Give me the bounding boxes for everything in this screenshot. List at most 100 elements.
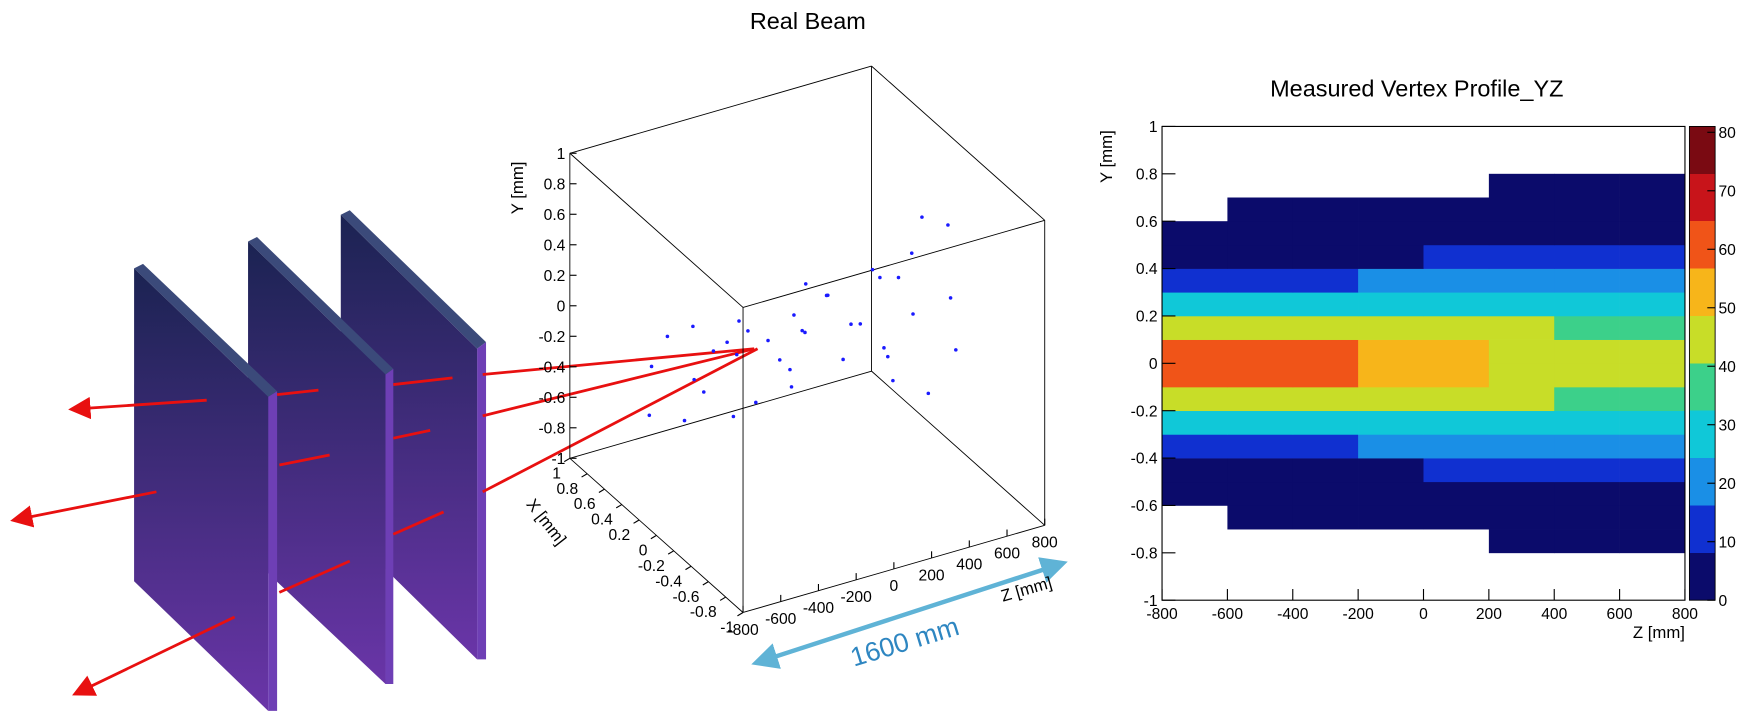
- z-tick-label: 600: [994, 546, 1020, 563]
- y-tick-label: 0: [557, 298, 566, 315]
- x-tick-label: 600: [1607, 606, 1633, 623]
- tracks: [10, 347, 759, 696]
- x-tick-label: 0.2: [608, 527, 630, 544]
- heat-cell: [1619, 339, 1686, 364]
- y-tick-label: 0.4: [544, 237, 566, 254]
- colorbar-tick-label: 20: [1718, 476, 1736, 493]
- point: [737, 319, 741, 323]
- heat-cell: [1619, 173, 1686, 198]
- heat-cell: [1423, 221, 1490, 246]
- z-tick-label: 200: [919, 567, 945, 584]
- x-tick-label: -0.4: [655, 573, 682, 590]
- heat-cell: [1619, 458, 1686, 483]
- point: [788, 367, 792, 372]
- x-tick: [702, 581, 709, 586]
- heat-cell: [1358, 363, 1424, 388]
- heat-cell: [1292, 292, 1359, 317]
- heat-cell: [1358, 197, 1424, 222]
- heat-cell: [1358, 244, 1424, 269]
- y-axis-title: Y [mm]: [1097, 130, 1116, 183]
- heat-cell: [1227, 315, 1294, 340]
- box-edge: [742, 219, 1045, 308]
- box-edge: [569, 152, 744, 308]
- heat-cell: [1423, 292, 1490, 317]
- heat-cell: [1358, 339, 1424, 364]
- x-tick-label: -1: [720, 620, 734, 637]
- y-tick-label: -0.8: [1131, 545, 1158, 562]
- point: [649, 364, 654, 369]
- y-tick-label: 0.8: [1136, 166, 1158, 183]
- heat-cell: [1554, 197, 1620, 222]
- z-tick-label: -200: [841, 589, 873, 606]
- heat-cell: [1162, 410, 1228, 435]
- colorbar-tick-label: 40: [1718, 359, 1736, 376]
- point: [746, 329, 750, 333]
- heat-cell: [1162, 458, 1228, 483]
- heat-cell: [1619, 244, 1686, 269]
- point: [682, 418, 687, 423]
- heat-cell: [1292, 197, 1359, 222]
- x-tick: [650, 534, 657, 540]
- point: [725, 340, 729, 345]
- heat-cell: [1227, 197, 1294, 222]
- heat-cell: [1554, 410, 1620, 435]
- point: [954, 348, 958, 352]
- heat-cell: [1292, 315, 1359, 340]
- length-annotation: 1600 mm: [847, 611, 963, 672]
- heat-cell: [1619, 481, 1686, 506]
- y-tick-label: -0.2: [1131, 403, 1158, 420]
- chart-title: Measured Vertex Profile_YZ: [1270, 75, 1563, 101]
- heat-cell: [1358, 387, 1424, 412]
- heat-cell: [1162, 221, 1228, 246]
- x-tick-label: 1: [552, 465, 561, 482]
- heat-cell: [1358, 315, 1424, 340]
- point: [647, 413, 652, 418]
- heat-cell: [1554, 481, 1620, 506]
- heat-cell: [1619, 410, 1686, 435]
- heat-cell: [1488, 339, 1555, 364]
- heat-cell: [1227, 481, 1294, 506]
- box-edge: [569, 370, 872, 459]
- x-tick-label: 200: [1476, 606, 1502, 623]
- heat-cell: [1423, 387, 1490, 412]
- x-tick-label: 400: [1541, 606, 1567, 623]
- colorbar-tick-label: 0: [1718, 593, 1727, 610]
- heat-cell: [1488, 315, 1555, 340]
- heat-cell: [1488, 197, 1555, 222]
- heat-cell: [1162, 339, 1228, 364]
- x-tick-label: 0.4: [591, 512, 613, 529]
- x-tick-label: -200: [1342, 606, 1374, 623]
- heat-cell: [1554, 268, 1620, 293]
- heat-cell: [1619, 529, 1686, 554]
- heat-cell: [1423, 244, 1490, 269]
- heat-cell: [1619, 268, 1686, 293]
- heat-cell: [1358, 505, 1424, 530]
- heat-cell: [1227, 363, 1294, 388]
- heat-cell: [1423, 434, 1490, 459]
- x-tick: [633, 519, 640, 524]
- point: [824, 293, 829, 298]
- heat-cell: [1554, 458, 1620, 483]
- point: [858, 322, 863, 326]
- point: [911, 312, 915, 316]
- heat-cell: [1554, 173, 1620, 198]
- point: [731, 414, 736, 419]
- heat-cell: [1423, 410, 1490, 435]
- x-tick-label: 0.6: [574, 496, 596, 513]
- heat-cell: [1554, 292, 1620, 317]
- heat-cell: [1554, 529, 1620, 554]
- y-tick-label: 0.2: [1136, 309, 1158, 326]
- heat-cell: [1358, 481, 1424, 506]
- heat-cell: [1358, 268, 1424, 293]
- heat-cell: [1554, 505, 1620, 530]
- heat-cell: [1227, 244, 1294, 269]
- heat-cell: [1227, 292, 1294, 317]
- heat-cell: [1554, 363, 1620, 388]
- heat-cell: [1292, 387, 1359, 412]
- heat-cell: [1619, 505, 1686, 530]
- y-tick-label: 1: [557, 146, 566, 163]
- heat-cell: [1619, 363, 1686, 388]
- x-tick: [615, 504, 623, 509]
